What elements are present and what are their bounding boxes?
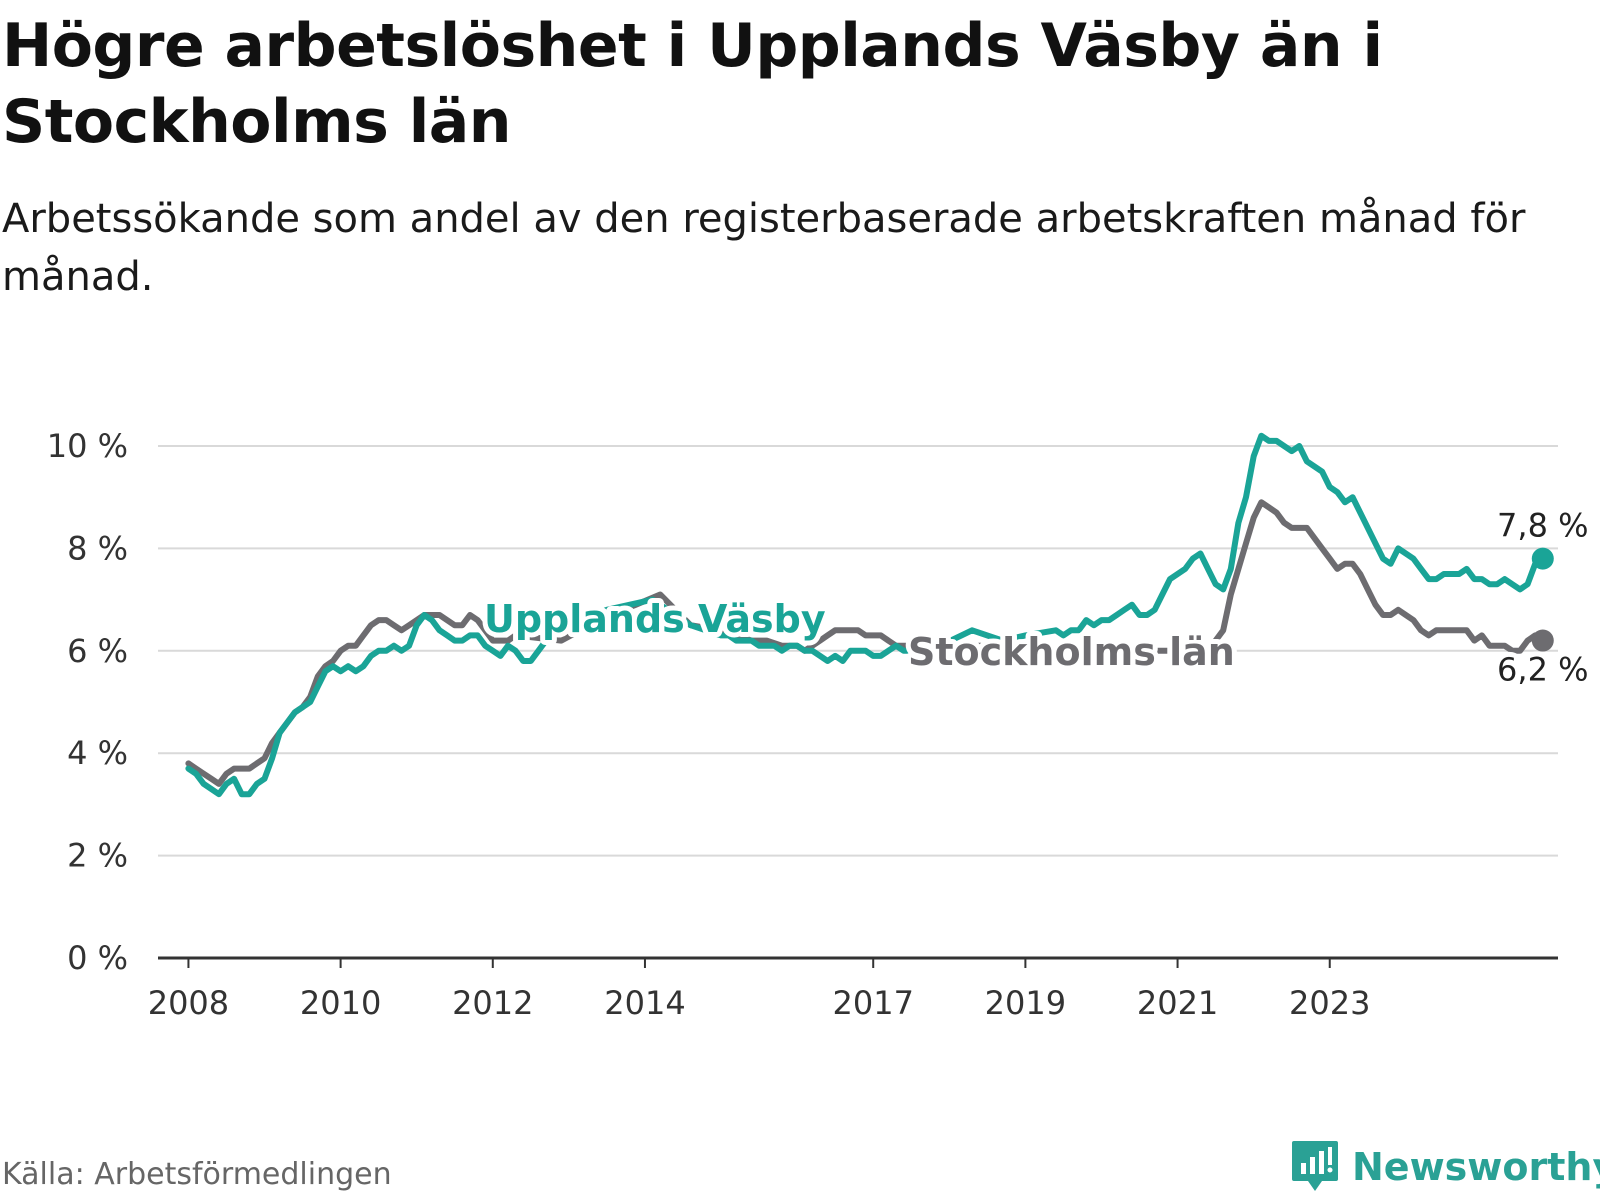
end-point-stockholm [1531,629,1554,652]
series-label-vasby-text: Upplands Väsby [484,597,826,641]
series-line-stockholm [185,499,1546,787]
series-label-stockholm-halo: Stockholms län [908,630,1235,674]
x-tick-label: 2010 [300,984,381,1022]
x-tick-label: 2014 [604,984,685,1022]
newsworthy-logo-icon [1292,1141,1338,1191]
y-tick-label: 0 % [67,939,128,977]
y-tick-label: 4 % [67,734,128,772]
chart-subtitle: Arbetssökande som andel av den registerb… [2,196,1526,300]
source-note: Källa: Arbetsförmedlingen [2,1157,392,1192]
x-tick-label: 2012 [452,984,533,1022]
gridlines [158,445,1558,857]
x-tick-label: 2019 [985,984,1066,1022]
series-label-stockholm-text: Stockholms län [908,630,1235,674]
series-line-vasby [185,432,1546,798]
x-axis: 2008 2010 2012 2014 2017 2019 2021 2023 [148,956,1558,1022]
brand-name: Newsworthy [1352,1145,1600,1189]
series-label-vasby-halo: Upplands Väsby [484,597,826,641]
end-value-vasby-text: 7,8 % [1497,507,1588,545]
y-axis-ticks: 0 % 2 % 4 % 6 % 8 % 10 % [47,427,128,977]
line-chart: 0 % 2 % 4 % 6 % 8 % 10 % 2008 2010 2012 2014 2017… [46,427,1594,1022]
end-value-vasby: 7,8 %7,8 % [1492,502,1593,550]
y-tick-label: 8 % [67,529,128,567]
brand-logo[interactable]: Newsworthy [1290,1137,1600,1197]
y-tick-label: 2 % [67,837,128,875]
x-tick-label: 2017 [832,984,913,1022]
y-tick-label: 10 % [47,427,128,465]
end-value-stockholm-text: 6,2 % [1497,651,1588,689]
end-value-stockholm-halo: 6,2 % [1497,651,1588,689]
x-tick-label: 2023 [1289,984,1370,1022]
end-point-vasby [1531,547,1554,570]
end-value-stockholm: 6,2 %6,2 % [1492,646,1593,694]
y-tick-label: 6 % [67,632,128,670]
x-tick-label: 2021 [1137,984,1218,1022]
x-tick-label: 2008 [148,984,229,1022]
end-value-vasby-halo: 7,8 % [1497,507,1588,545]
chart-title: Högre arbetslöshet i Upplands Väsby än i… [2,11,1383,157]
series-lines [185,432,1554,798]
